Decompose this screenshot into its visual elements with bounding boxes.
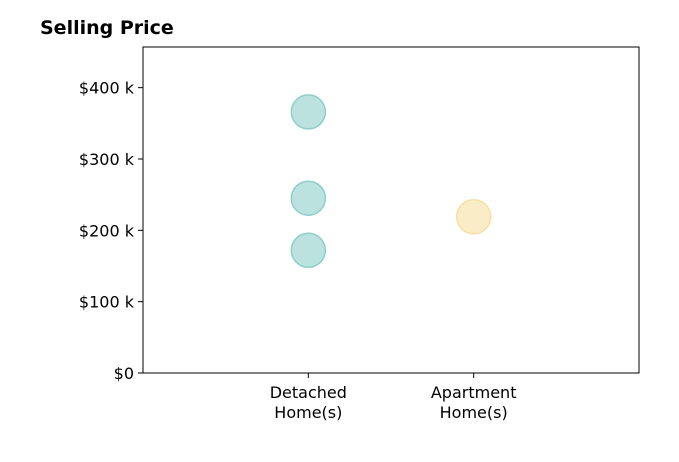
y-tick-label: $200 k	[79, 221, 135, 240]
y-tick-label: $400 k	[79, 79, 135, 98]
plot-frame	[142, 46, 640, 374]
y-tick-label: $300 k	[79, 150, 135, 169]
y-tick-label: $0	[114, 364, 134, 383]
x-tick-label: Detached Home(s)	[270, 383, 347, 422]
chart-title: Selling Price	[40, 17, 174, 39]
point	[290, 94, 327, 130]
point	[290, 232, 327, 269]
y-tick-label: $100 k	[79, 293, 135, 312]
point	[455, 199, 492, 235]
point	[290, 180, 327, 216]
x-tick-label: Apartment Home(s)	[431, 383, 517, 422]
